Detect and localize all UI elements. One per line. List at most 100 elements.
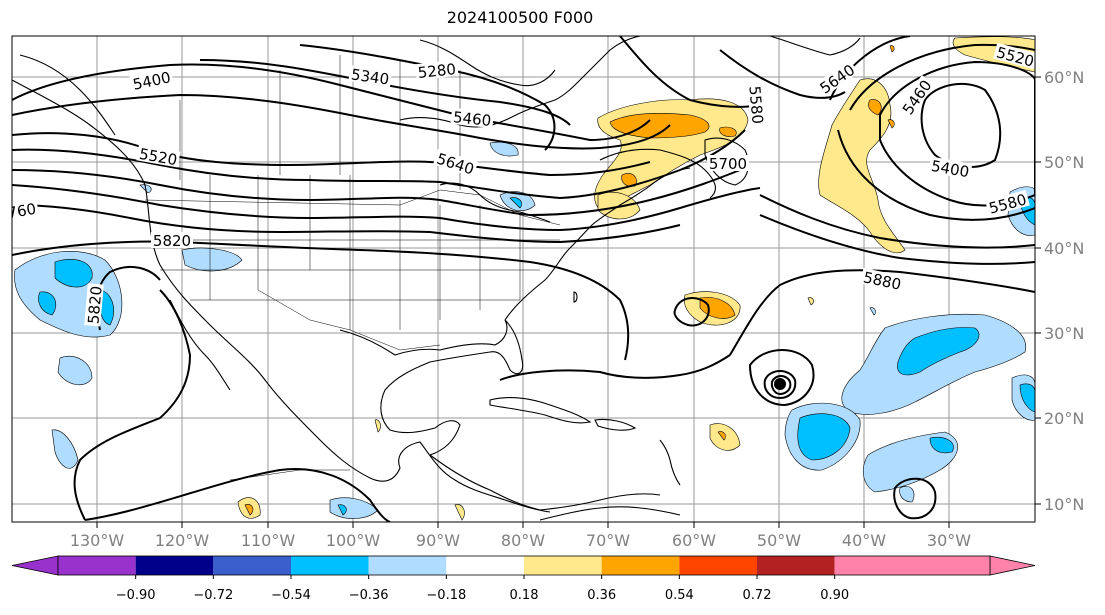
latitude-label: 40°N (1044, 239, 1084, 258)
coastlines (12, 36, 861, 521)
longitude-label: 90°W (416, 531, 460, 550)
colorbar-segment (601, 556, 680, 575)
contour-5520 (12, 132, 651, 177)
contour-west-loop (673, 297, 710, 327)
contour-label: 5460 (452, 108, 492, 130)
shade-region (719, 126, 737, 137)
axis-ticks (96, 76, 1041, 528)
contour-5880 (73, 289, 192, 521)
colorbar-tick-label: −0.54 (271, 588, 311, 603)
contour-5460 (12, 93, 671, 150)
coast-east-us (504, 167, 691, 321)
colorbar-segment (291, 556, 369, 575)
longitude-label: 80°W (501, 531, 545, 550)
height-contours (12, 36, 1035, 522)
shade-region (797, 413, 851, 461)
colorbar-segment (446, 556, 524, 575)
latitude-label: 30°N (1044, 324, 1084, 343)
shade-region (38, 291, 56, 316)
contour-e1 (759, 194, 1035, 249)
contour-5580 (12, 129, 746, 200)
contour-se-loop (893, 477, 937, 520)
colorbar-tick-label: 0.54 (665, 588, 694, 603)
latitude-label: 20°N (1044, 409, 1084, 428)
shade-region (337, 504, 347, 516)
coast-central-america (429, 454, 661, 511)
shade-region (807, 297, 814, 306)
colorbar-extend-right (989, 555, 1036, 576)
shade-region (869, 307, 876, 316)
shade-region (374, 419, 381, 433)
contour-5820 (12, 240, 630, 361)
contour-low-5400 (920, 82, 1002, 168)
colorbar-segment (757, 556, 835, 575)
longitude-label: 40°W (842, 531, 886, 550)
shade-region (899, 485, 915, 503)
shade-region (454, 504, 465, 521)
coast-maritimes (599, 148, 716, 199)
shade-region (181, 247, 243, 272)
shade-region (621, 173, 637, 187)
colorbar-segment (679, 556, 757, 575)
longitude-label: 60°W (672, 531, 716, 550)
coast-north-america (12, 79, 551, 513)
colorbar-segment (524, 556, 602, 575)
contour-5700 (12, 184, 761, 232)
contour-5880b (729, 269, 1035, 356)
contour-hurricane-mid (763, 370, 797, 400)
contour-5880d (499, 354, 731, 381)
shade-region (57, 356, 93, 386)
shade-region (841, 313, 1027, 415)
colorbar-segment (58, 556, 136, 575)
coast-south-america (539, 506, 681, 521)
colorbar-segment (368, 556, 447, 575)
shade-region (929, 437, 954, 454)
island-cuba (489, 396, 592, 424)
island-hispaniola (594, 418, 637, 431)
longitude-label: 70°W (586, 531, 630, 550)
colorbar-tick-labels: −0.90 −0.72 −0.54 −0.36 −0.18 0.18 0.36 0.54 0.7… (116, 588, 849, 603)
colorbar-tick-label: 0.72 (743, 588, 772, 603)
contour-low-5640 (829, 36, 911, 101)
longitude-labels: 130°W 120°W 110°W 100°W 90°W 80°W 70°W 60°W 50°W… (70, 531, 971, 550)
shade-region (887, 119, 895, 129)
contour-e2 (759, 214, 1035, 265)
shade-region (54, 258, 93, 288)
contour-label: 5820 (84, 285, 105, 325)
shade-region (609, 112, 710, 139)
shade-region (1019, 383, 1035, 413)
colorbar-tick-label: 0.36 (587, 588, 616, 603)
contour-e4 (719, 49, 846, 99)
colorbar-tick-label: −0.36 (349, 588, 389, 603)
colorbar-tick-label: −0.90 (116, 588, 156, 603)
shade-region (244, 504, 254, 516)
latitude-label: 10°N (1044, 495, 1084, 514)
shade-region (868, 99, 882, 116)
colorbar-segment (834, 556, 990, 575)
contour-5340 (199, 59, 571, 126)
shade-region (509, 197, 522, 209)
shade-region (51, 429, 79, 469)
contour-low-5580 (837, 129, 1035, 221)
coast-alaska (19, 54, 116, 136)
longitude-label: 30°W (927, 531, 971, 550)
island-antilles (659, 439, 681, 486)
coast-gulf (339, 319, 524, 456)
contour-e3 (619, 36, 761, 108)
map-title: 2024100500 F000 (446, 8, 594, 27)
contour-low-5520 (849, 43, 1035, 111)
contour-hurricane-outer (748, 349, 815, 407)
longitude-label: 120°W (155, 531, 210, 550)
latitude-labels: 60°N 50°N 40°N 30°N 20°N 10°N (1044, 68, 1084, 514)
contour-5400 (12, 63, 651, 142)
island-bermuda (573, 291, 578, 303)
contour-label: 760 (6, 200, 37, 223)
contour-5640 (12, 167, 746, 217)
shade-region (889, 45, 895, 53)
colorbar-tick-label: −0.72 (193, 588, 233, 603)
longitude-label: 110°W (241, 531, 296, 550)
colorbar-segment (135, 556, 214, 575)
shade-region (717, 431, 726, 441)
longitude-label: 50°W (757, 531, 801, 550)
contour-5760 (12, 204, 681, 244)
